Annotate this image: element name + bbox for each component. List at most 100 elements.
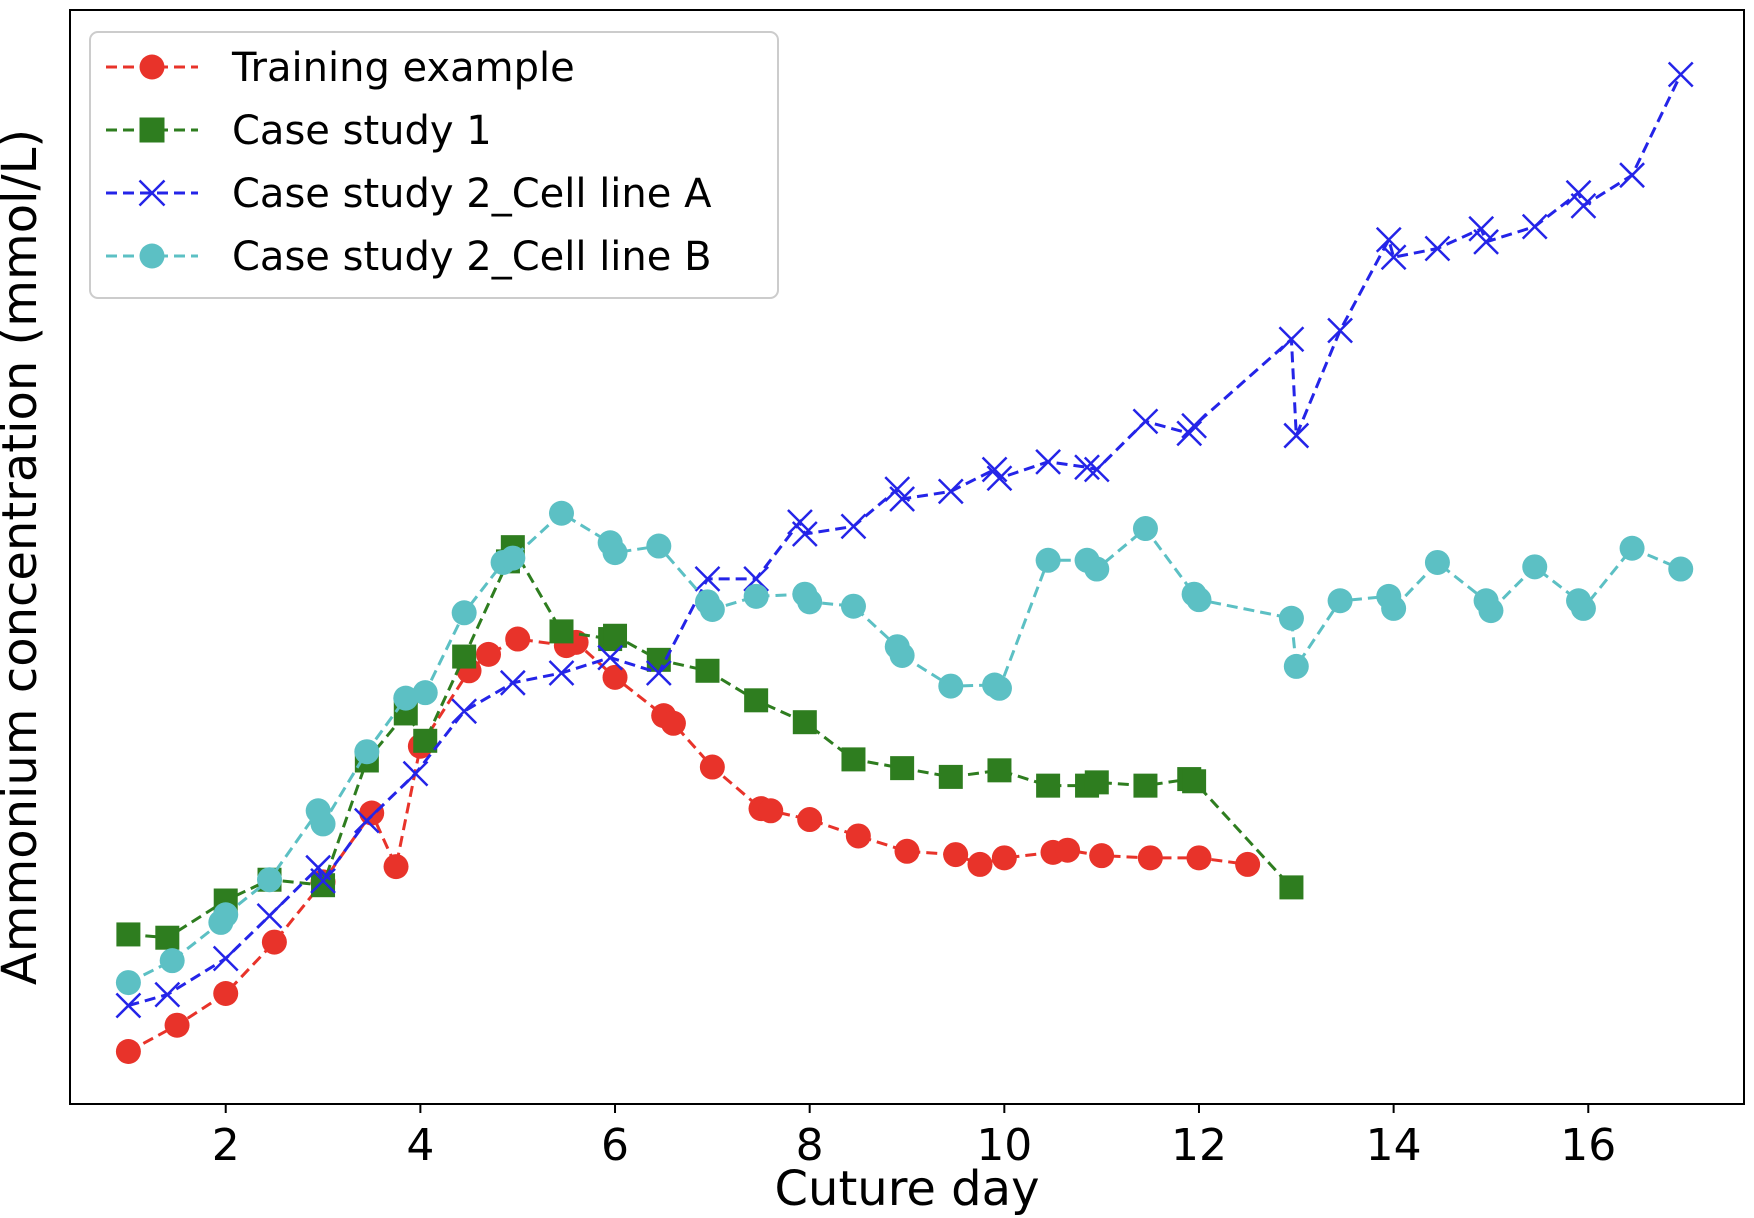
- legend-label: Training example: [231, 45, 575, 91]
- data-point-case-study-2-cell-line-b: [1327, 588, 1353, 614]
- data-point-case-study-2-cell-line-b: [840, 593, 866, 619]
- data-point-case-study-1: [1279, 875, 1304, 900]
- data-point-case-study-2-cell-line-b: [1668, 556, 1694, 582]
- data-point-case-study-2-cell-line-b: [1478, 598, 1504, 624]
- data-point-case-study-2-cell-line-b: [1424, 549, 1450, 575]
- data-point-case-study-2-cell-line-a: [1570, 192, 1597, 219]
- legend-label: Case study 1: [232, 108, 492, 154]
- data-point-case-study-2-cell-line-a: [981, 456, 1008, 483]
- legend: Training example Case study 1 Case study 2…: [89, 31, 779, 299]
- data-point-case-study-2-cell-line-a: [499, 669, 526, 696]
- legend-marker: [139, 243, 165, 269]
- data-point-case-study-2-cell-line-b: [159, 948, 185, 974]
- data-point-training-example: [845, 823, 871, 849]
- data-point-case-study-2-cell-line-a: [1327, 317, 1353, 344]
- data-point-case-study-2-cell-line-b: [1570, 595, 1596, 621]
- data-point-training-example: [476, 641, 501, 667]
- data-point-case-study-2-cell-line-b: [938, 673, 964, 699]
- series-case-study-2-cell-line-a: [115, 61, 1694, 1019]
- data-point-training-example: [213, 981, 239, 1007]
- data-point-case-study-2-cell-line-a: [791, 521, 818, 547]
- data-point-training-example: [505, 626, 531, 652]
- data-point-case-study-2-cell-line-a: [1083, 456, 1110, 483]
- data-point-case-study-2-cell-line-a: [353, 807, 380, 834]
- data-point-training-example: [1186, 845, 1212, 871]
- data-point-case-study-1: [549, 619, 574, 644]
- data-point-training-example: [758, 798, 784, 824]
- data-point-case-study-2-cell-line-b: [889, 642, 915, 668]
- x-tick-label: 4: [406, 1120, 434, 1171]
- data-point-case-study-2-cell-line-b: [310, 811, 336, 837]
- legend-marker: [139, 117, 165, 143]
- x-axis-label: Cuture day: [775, 1161, 1040, 1217]
- x-tick-label: 12: [1171, 1120, 1227, 1171]
- data-point-case-study-1: [792, 710, 817, 735]
- data-point-case-study-2-cell-line-b: [602, 540, 628, 566]
- data-point-case-study-2-cell-line-a: [1667, 61, 1694, 88]
- data-point-case-study-1: [603, 623, 628, 648]
- data-point-training-example: [943, 842, 969, 868]
- data-point-training-example: [1089, 843, 1115, 869]
- data-point-case-study-2-cell-line-a: [1473, 229, 1499, 255]
- data-point-case-study-2-cell-line-b: [699, 597, 725, 623]
- legend-item-case-study-2-cell-line-a: Case study 2_Cell line A: [106, 171, 712, 217]
- data-point-case-study-2-cell-line-b: [1619, 535, 1645, 561]
- data-point-case-study-2-cell-line-b: [500, 545, 526, 571]
- data-point-case-study-2-cell-line-a: [597, 644, 624, 671]
- data-point-training-example: [602, 664, 628, 690]
- data-point-case-study-2-cell-line-b: [1522, 554, 1548, 580]
- data-point-case-study-2-cell-line-b: [1186, 587, 1212, 613]
- data-point-case-study-2-cell-line-a: [889, 486, 916, 512]
- data-point-case-study-1: [890, 756, 915, 781]
- data-point-case-study-1: [155, 925, 180, 950]
- y-axis-label: Ammonium concentration (mmol/L): [0, 129, 48, 985]
- data-point-case-study-2-cell-line-a: [1375, 226, 1402, 253]
- data-point-case-study-2-cell-line-b: [1084, 556, 1110, 582]
- data-point-case-study-2-cell-line-a: [1035, 448, 1062, 475]
- data-point-case-study-1: [116, 922, 141, 947]
- data-point-case-study-2-cell-line-b: [451, 600, 477, 626]
- data-point-case-study-2-cell-line-a: [1380, 244, 1407, 271]
- data-point-case-study-2-cell-line-a: [1132, 408, 1159, 435]
- legend-box: [89, 31, 779, 299]
- data-point-case-study-2-cell-line-a: [154, 981, 181, 1008]
- data-point-case-study-2-cell-line-a: [1565, 179, 1592, 206]
- data-point-case-study-2-cell-line-a: [1468, 215, 1495, 242]
- data-point-case-study-2-cell-line-a: [115, 992, 142, 1019]
- data-point-case-study-2-cell-line-a: [1176, 420, 1203, 447]
- legend-label: Case study 2_Cell line B: [232, 234, 712, 280]
- data-point-case-study-1: [695, 658, 720, 683]
- data-point-case-study-2-cell-line-b: [1035, 547, 1061, 573]
- data-point-training-example: [1137, 845, 1163, 871]
- x-tick-label: 14: [1366, 1120, 1422, 1171]
- data-point-case-study-2-cell-line-a: [310, 867, 336, 894]
- x-tick-label: 2: [212, 1120, 240, 1171]
- data-point-training-example: [660, 710, 686, 736]
- series-case-study-2-cell-line-b: [115, 500, 1694, 996]
- data-point-case-study-2-cell-line-a: [645, 660, 672, 686]
- x-tick-label: 16: [1560, 1120, 1616, 1171]
- data-point-case-study-2-cell-line-a: [1278, 326, 1305, 353]
- data-point-case-study-2-cell-line-b: [354, 739, 380, 765]
- data-point-training-example: [1055, 837, 1081, 863]
- data-point-case-study-2-cell-line-b: [1283, 653, 1309, 679]
- x-tick-label: 8: [796, 1120, 824, 1171]
- data-point-training-example: [699, 754, 725, 780]
- data-point-case-study-1: [1084, 770, 1109, 795]
- data-point-training-example: [164, 1012, 190, 1038]
- x-axis-ticks: 2 4 6 8 10 12 14 16: [212, 1104, 1616, 1171]
- data-point-training-example: [894, 838, 920, 864]
- data-point-case-study-2-cell-line-b: [986, 675, 1012, 701]
- legend-marker: [138, 179, 166, 207]
- data-point-case-study-2-cell-line-a: [402, 760, 429, 787]
- legend-label: Case study 2_Cell line A: [232, 171, 712, 217]
- data-point-case-study-2-cell-line-a: [1521, 213, 1548, 240]
- data-point-training-example: [797, 807, 823, 833]
- data-point-case-study-2-cell-line-b: [743, 583, 769, 609]
- x-tick-label: 10: [976, 1120, 1032, 1171]
- data-point-case-study-1: [1133, 773, 1158, 798]
- data-point-case-study-2-cell-line-a: [1619, 162, 1645, 189]
- legend-item-case-study-1: Case study 1: [106, 108, 492, 154]
- plot-frame: [69, 9, 1745, 1105]
- data-point-case-study-2-cell-line-b: [797, 589, 823, 615]
